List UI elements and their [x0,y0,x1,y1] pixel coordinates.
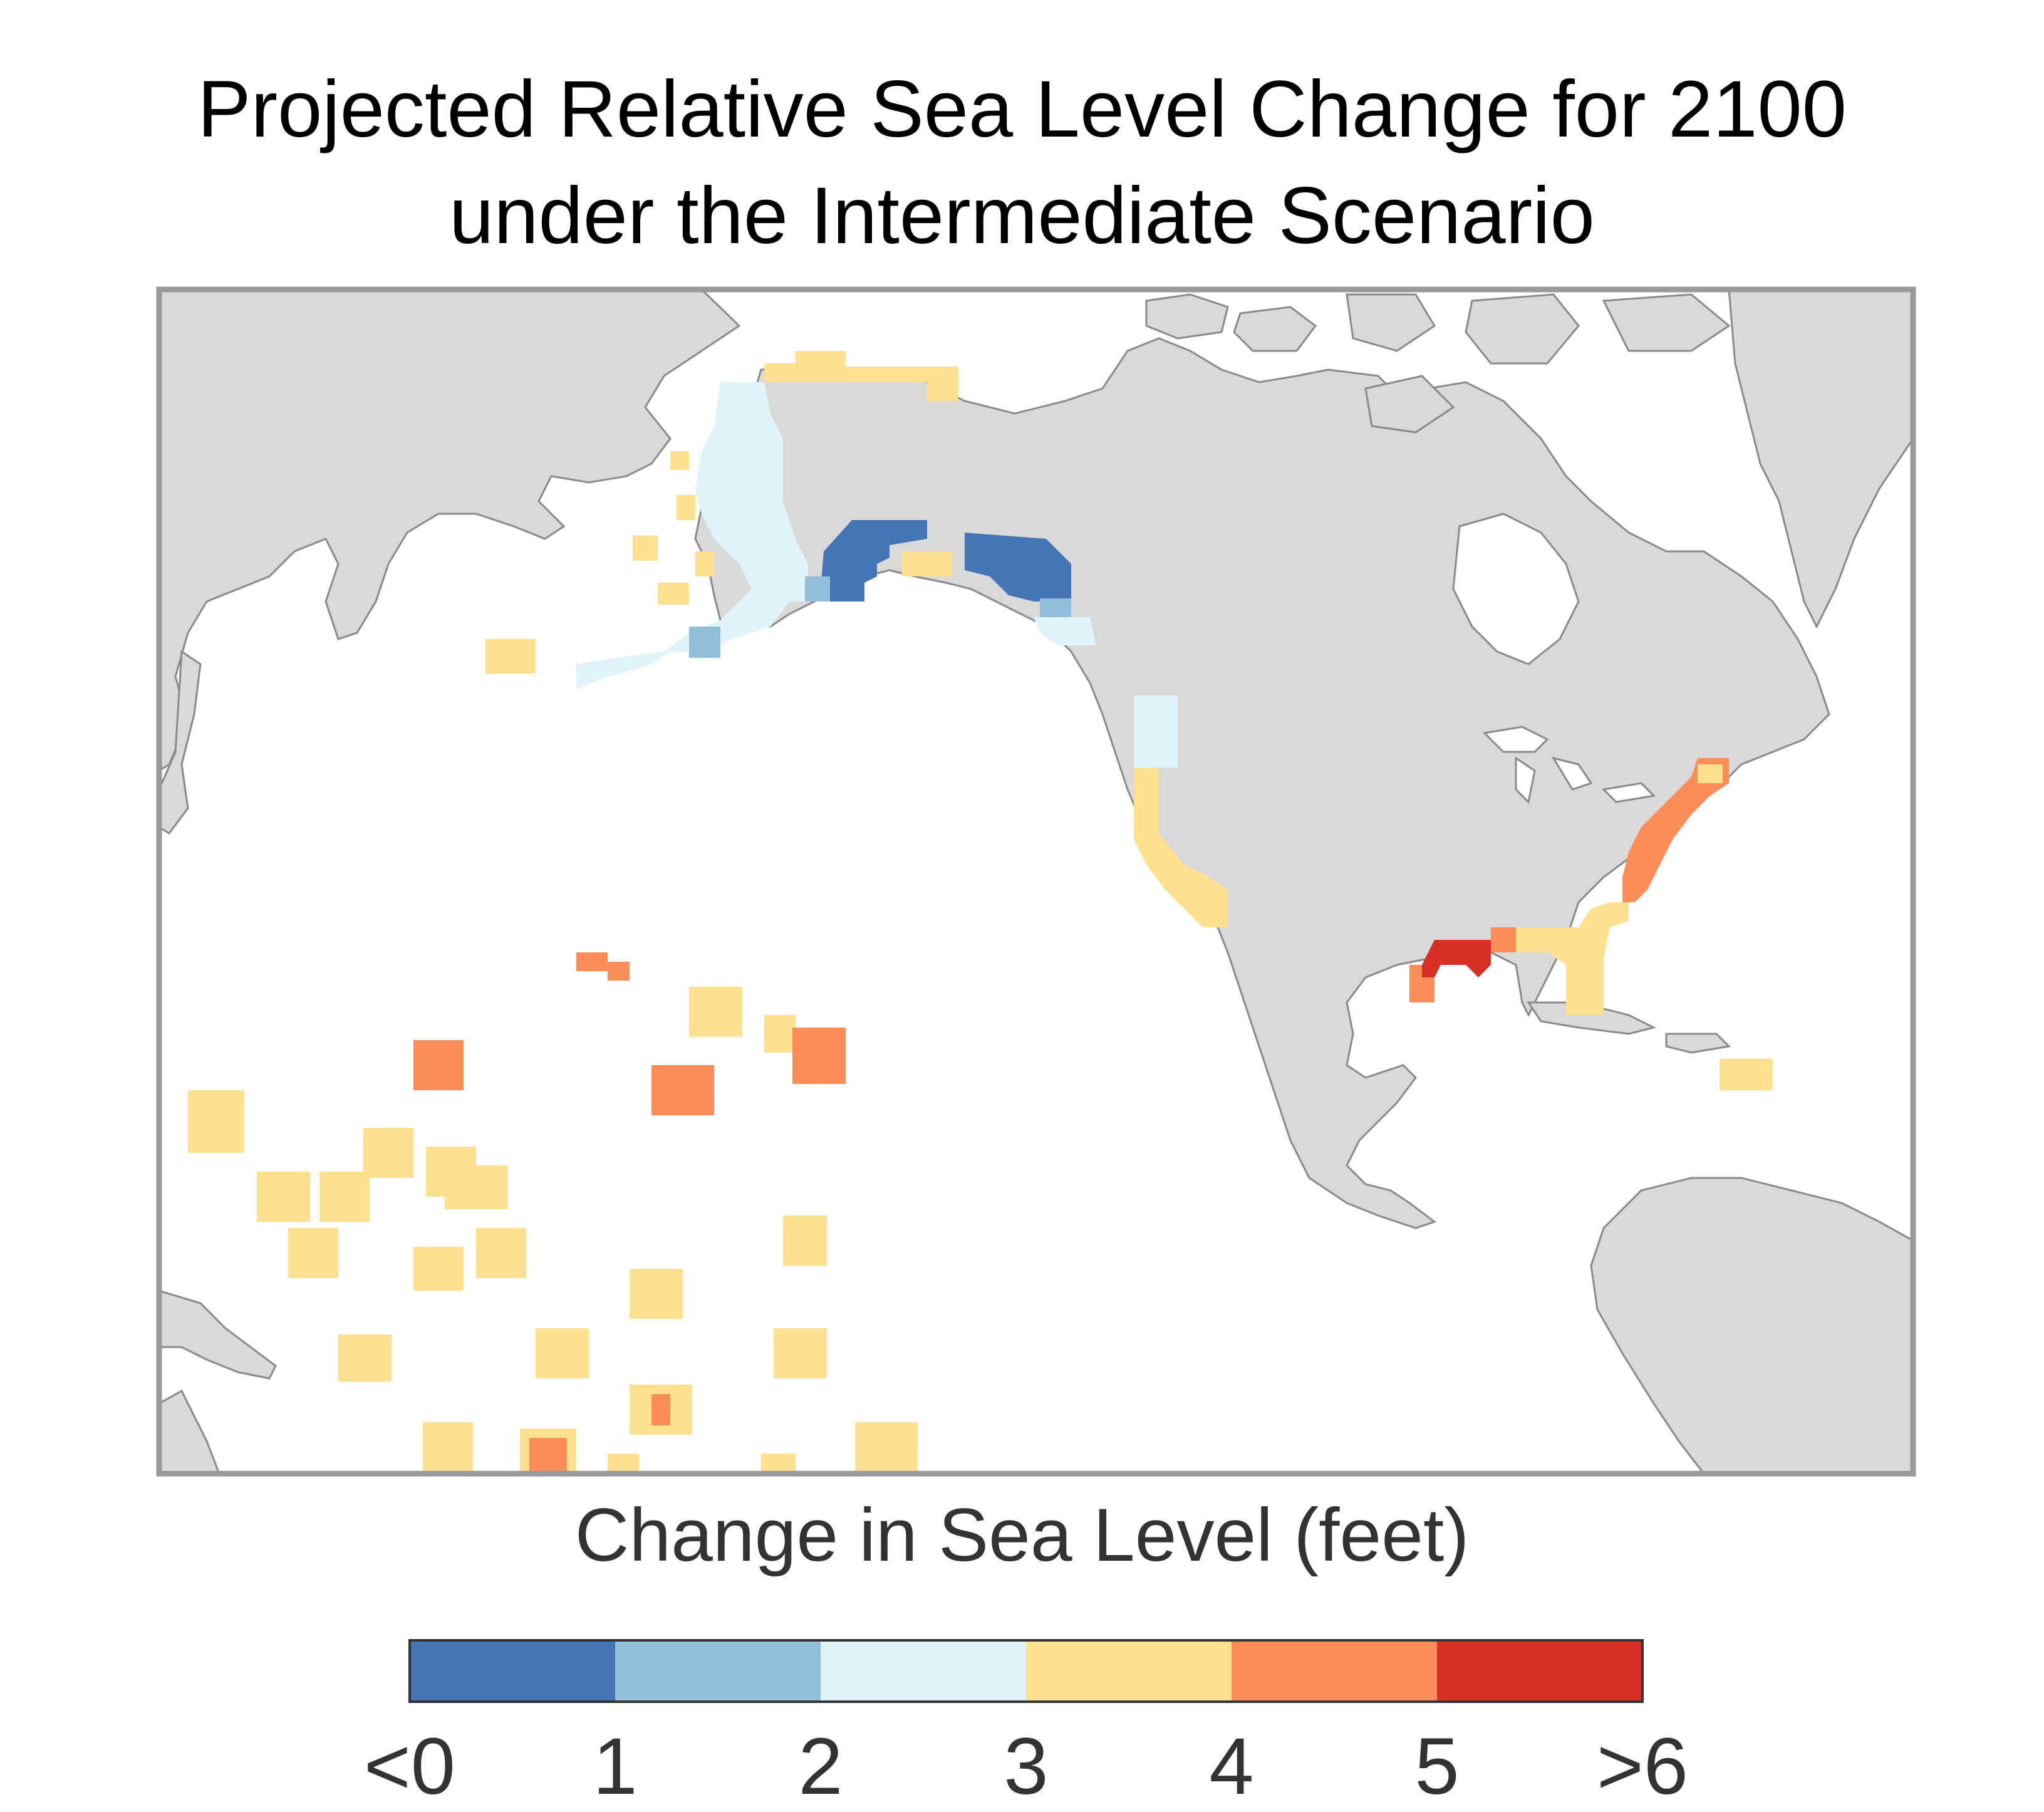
tile-new-england [1698,764,1723,783]
tile-alaska-south [821,520,927,601]
colorbar-bin-0 [410,1640,616,1702]
water-hudson-bay [1452,513,1580,665]
tile-hawaii-1 [576,952,608,971]
land-japan [159,650,202,835]
colorbar-tick-label: >6 [1597,1722,1688,1811]
tile-bering [677,495,695,520]
colorbar-tick-label: 4 [1209,1722,1254,1811]
tile-island-k [445,1165,507,1209]
tile-island-i [257,1172,310,1222]
tile-aleutian-west [485,639,536,674]
land-new-guinea [159,1389,220,1474]
tile-kodiak [805,576,830,601]
colorbar-bin-4 [1232,1640,1438,1702]
tile-island-n [476,1228,526,1278]
water-great-lakes [1482,726,1656,804]
tile-alaska-north [764,351,958,401]
tile-island-j [319,1172,370,1222]
map-title-line-2: under the Intermediate Scenario [449,171,1595,261]
colorbar-bin-5 [1437,1640,1643,1702]
colorbar-bin-3 [1026,1640,1232,1702]
tile-island-d [413,1040,464,1090]
tile-island-l [288,1228,338,1278]
tile-florida [1516,902,1629,1015]
colorbar-bin-2 [821,1640,1027,1702]
tile-island-b [764,1015,796,1053]
tile-alaska-south-east [965,533,1071,601]
tile-alaska-nw-4 [695,551,714,576]
tile-bc [1034,617,1096,645]
land-south-america [1590,1177,1913,1474]
land-greenland [1728,289,1913,629]
colorbar-tick-label: <0 [364,1722,455,1811]
tile-island-q [338,1335,392,1382]
map-frame [156,286,1916,1477]
tile-california [1134,768,1228,927]
tile-se-alaska [1040,598,1071,617]
tile-alaska-west [576,382,808,689]
legend-title: Change in Sea Level (feet) [574,1493,1470,1577]
tile-island-o [783,1216,827,1266]
tile-cordova [902,551,952,576]
map-title-line-1: Projected Relative Sea Level Change for … [197,65,1847,154]
tile-pacific-northwest [1134,695,1178,768]
tile-alaska-nw-3 [658,583,689,605]
tile-island-e [651,1065,714,1115]
tile-island-w [608,1454,639,1474]
colorbar-tick-label: 3 [1004,1722,1049,1811]
tile-island-s [774,1328,827,1378]
tile-island-t-core [651,1394,670,1425]
tile-atlantic-coast [1622,758,1729,902]
colorbar-tick-label: 1 [593,1722,638,1811]
tile-alaska-nw-1 [670,451,689,470]
land-southeast-asia [159,1289,277,1380]
tile-gulf-coast [1422,940,1491,977]
tile-aleutian-mid [689,627,720,658]
tile-island-f [188,1090,244,1153]
tile-hawaii-2 [608,962,630,981]
colorbar-border [408,1639,1644,1703]
tile-island-v-core [529,1438,567,1474]
colorbar-tick-label: 5 [1414,1722,1460,1811]
sea-level-tiles [188,351,1773,1474]
colorbar-tick-label: 2 [798,1722,843,1811]
tile-island-r [536,1328,589,1378]
tile-island-g [363,1128,413,1178]
tile-island-y [855,1422,918,1474]
tile-island-m [413,1247,464,1291]
land-arctic-islands [1145,293,1731,434]
colorbar-bin-1 [615,1640,821,1702]
tile-island-x [761,1454,796,1474]
tile-island-u [423,1422,473,1474]
tile-island-c [792,1028,846,1084]
land-asia [159,289,741,772]
tile-puerto-rico [1720,1059,1773,1090]
tile-island-p [630,1269,683,1319]
tile-island-a [689,987,742,1037]
tile-alaska-nw-2 [633,536,658,561]
